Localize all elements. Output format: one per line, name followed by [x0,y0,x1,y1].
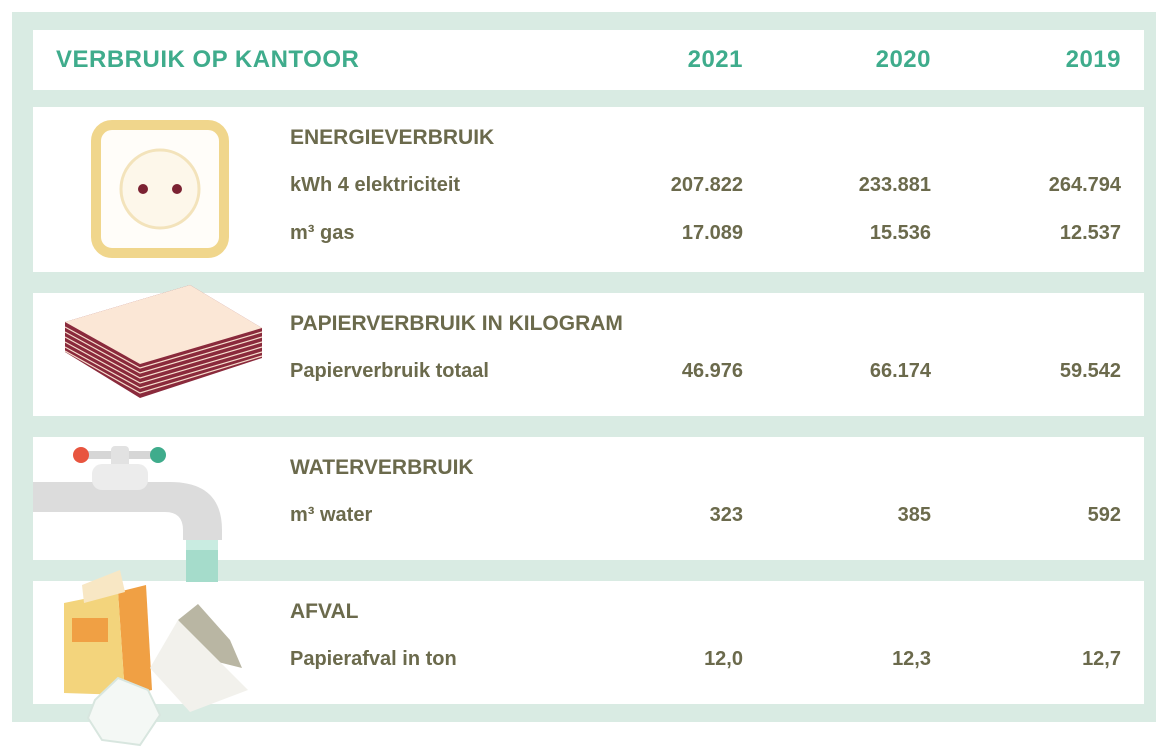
table-title: VERBRUIK OP KANTOOR [56,46,360,73]
row-label: m³ water [290,504,373,526]
row-value: 46.976 [681,360,743,382]
year-header: 2021 [687,46,743,73]
row-label: Papierafval in ton [290,648,457,670]
row-value: 233.881 [858,174,931,196]
header-panel [33,30,1144,90]
row-value: 12,7 [1082,648,1121,670]
section-title: WATERVERBRUIK [290,456,474,479]
row-value: 207.822 [670,174,743,196]
row-value: 12,3 [892,648,931,670]
year-header: 2020 [875,46,931,73]
row-value: 592 [1087,504,1121,526]
row-value: 264.794 [1048,174,1121,196]
row-value: 17.089 [681,222,743,244]
row-label: Papierverbruik totaal [290,360,489,382]
row-value: 323 [709,504,743,526]
section-panel [33,581,1144,704]
row-value: 66.174 [869,360,931,382]
row-label: m³ gas [290,222,355,244]
section-panel [33,437,1144,560]
section-title: AFVAL [290,600,359,623]
row-value: 385 [897,504,931,526]
section-title: PAPIERVERBRUIK IN KILOGRAM [290,312,623,335]
row-value: 12.537 [1059,222,1121,244]
section-title: ENERGIEVERBRUIK [290,126,495,149]
row-value: 12,0 [704,648,743,670]
year-header: 2019 [1065,46,1121,73]
row-value: 15.536 [869,222,931,244]
row-label: kWh 4 elektriciteit [290,174,461,196]
row-value: 59.542 [1059,360,1121,382]
